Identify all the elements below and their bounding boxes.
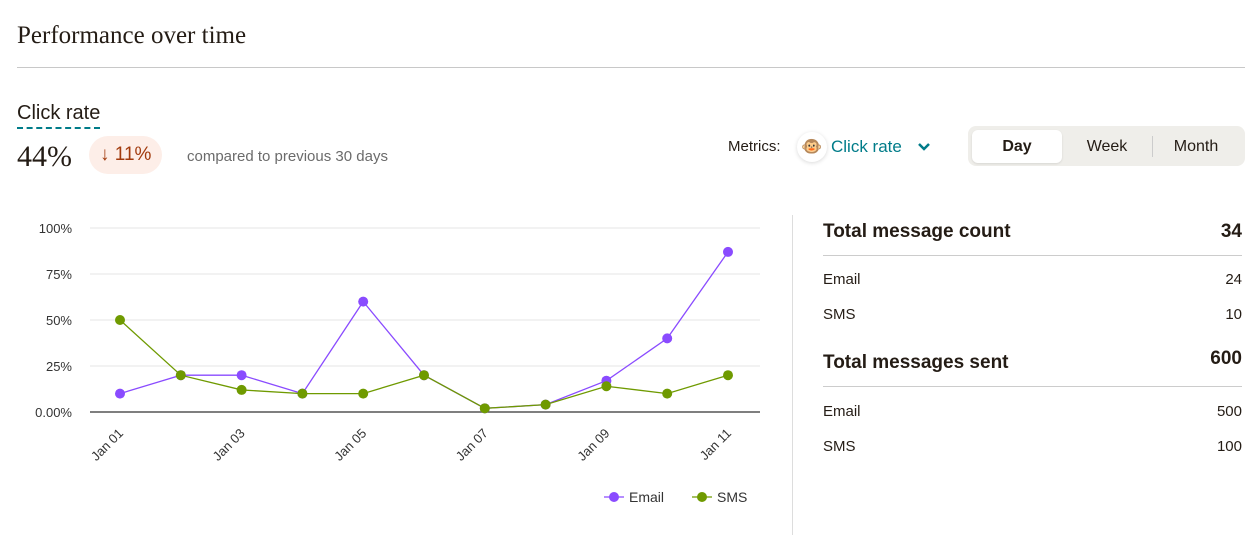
line-chart: 0.00% 25% 50% 75% 100% Jan 01 Jan 03 Jan 05 Jan … (35, 221, 760, 505)
data-point-sms (358, 388, 369, 399)
legend-marker (609, 492, 619, 502)
arrow-down-icon: ↓ (100, 144, 110, 165)
data-point-sms (115, 315, 125, 325)
data-point-sms (540, 399, 551, 410)
divider (823, 386, 1242, 387)
metric-dropdown-label: Click rate (831, 137, 902, 156)
stat-value: 24 (1225, 271, 1242, 288)
data-point-sms (662, 388, 673, 399)
divider (17, 67, 1245, 68)
data-point-email (662, 333, 673, 344)
series-line-email (119, 251, 729, 409)
chevron-down-icon (917, 143, 930, 151)
data-point-sms (479, 403, 490, 414)
data-point-sms (297, 388, 308, 399)
series-line-sms (119, 319, 729, 409)
x-tick-label: Jan 07 (453, 426, 491, 464)
page-title: Performance over time (17, 22, 247, 49)
x-tick-label: Jan 03 (210, 426, 248, 464)
legend-label: SMS (717, 489, 747, 505)
y-tick-label: 25% (46, 359, 72, 374)
stat-row: SMS 100 (823, 438, 1242, 455)
stat-label: Email (823, 271, 861, 288)
stat-label: SMS (823, 306, 856, 323)
x-tick-label: Jan 09 (574, 426, 612, 464)
stat-value: 100 (1216, 438, 1242, 455)
metric-dropdown[interactable]: Click rate (831, 137, 931, 157)
metrics-label: Metrics: (728, 138, 781, 155)
change-badge: ↓ 11% (89, 136, 163, 174)
data-point-sms (175, 370, 186, 381)
data-point-email (723, 246, 733, 257)
stat-row-total-count: Total message count 34 (823, 221, 1242, 243)
data-point-email (358, 296, 369, 307)
data-point-sms (236, 384, 247, 395)
data-point-email (115, 388, 125, 399)
comparison-text: compared to previous 30 days (187, 148, 388, 165)
data-point-email (236, 370, 247, 381)
mailchimp-logo-icon: 🐵 (797, 132, 827, 162)
stat-label: SMS (823, 438, 856, 455)
divider (823, 255, 1242, 256)
stat-label: Email (823, 403, 861, 420)
period-week-button[interactable]: Week (1086, 138, 1128, 155)
metric-label[interactable]: Click rate (17, 102, 101, 129)
stat-value: 500 (1216, 403, 1242, 420)
x-tick-label: Jan 11 (697, 426, 735, 464)
metric-value: 44% (17, 140, 72, 173)
x-tick-label: Jan 01 (88, 426, 126, 464)
period-toggle: Day Week Month (968, 126, 1245, 166)
stat-value: 10 (1225, 306, 1242, 323)
change-value: 11% (114, 144, 152, 165)
x-tick-label: Jan 05 (331, 426, 369, 464)
stat-value: 600 (1210, 348, 1242, 369)
stat-row: Email 500 (823, 403, 1242, 420)
stat-row: Email 24 (823, 271, 1242, 288)
data-point-sms (723, 370, 733, 381)
y-tick-label: 75% (46, 267, 72, 282)
legend-label: Email (629, 489, 664, 505)
divider (1152, 136, 1153, 157)
stat-label: Total messages sent (823, 352, 1009, 373)
y-tick-label: 100% (39, 221, 73, 236)
stat-label: Total message count (823, 221, 1011, 242)
period-day-button[interactable]: Day (972, 130, 1062, 163)
period-month-button[interactable]: Month (1173, 138, 1219, 155)
y-tick-label: 50% (46, 313, 72, 328)
stat-row-total-sent: Total messages sent 600 (823, 348, 1242, 374)
divider (792, 215, 793, 535)
data-point-sms (601, 381, 612, 392)
stat-value: 34 (1220, 221, 1242, 242)
data-point-sms (419, 370, 429, 381)
legend-marker (697, 492, 707, 502)
y-tick-label: 0.00% (35, 405, 72, 420)
stat-row: SMS 10 (823, 306, 1242, 323)
